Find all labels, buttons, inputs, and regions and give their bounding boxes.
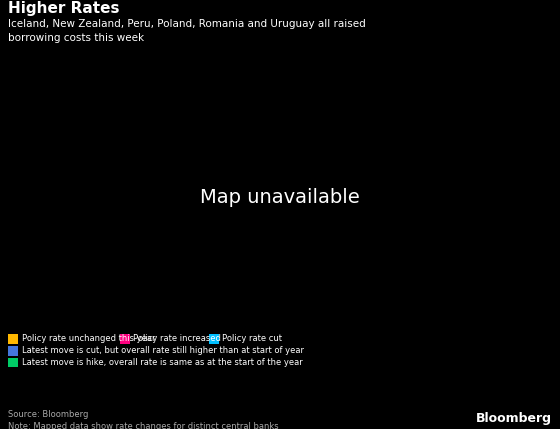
Text: Latest move is cut, but overall rate still higher than at start of year: Latest move is cut, but overall rate sti… (22, 347, 304, 355)
Text: Policy rate increased: Policy rate increased (133, 335, 221, 343)
Text: Latest move is hike, overall rate is same as at the start of the year: Latest move is hike, overall rate is sam… (22, 358, 302, 367)
Text: Policy rate unchanged this year: Policy rate unchanged this year (22, 335, 155, 343)
Text: Higher Rates: Higher Rates (8, 1, 120, 16)
Text: Iceland, New Zealand, Peru, Poland, Romania and Uruguay all raised
borrowing cos: Iceland, New Zealand, Peru, Poland, Roma… (8, 19, 366, 43)
Text: Bloomberg: Bloomberg (475, 412, 552, 425)
Text: Source: Bloomberg
Note: Mapped data show rate changes for distinct central banks: Source: Bloomberg Note: Mapped data show… (8, 410, 279, 429)
Text: Map unavailable: Map unavailable (200, 188, 360, 207)
Text: Policy rate cut: Policy rate cut (222, 335, 282, 343)
